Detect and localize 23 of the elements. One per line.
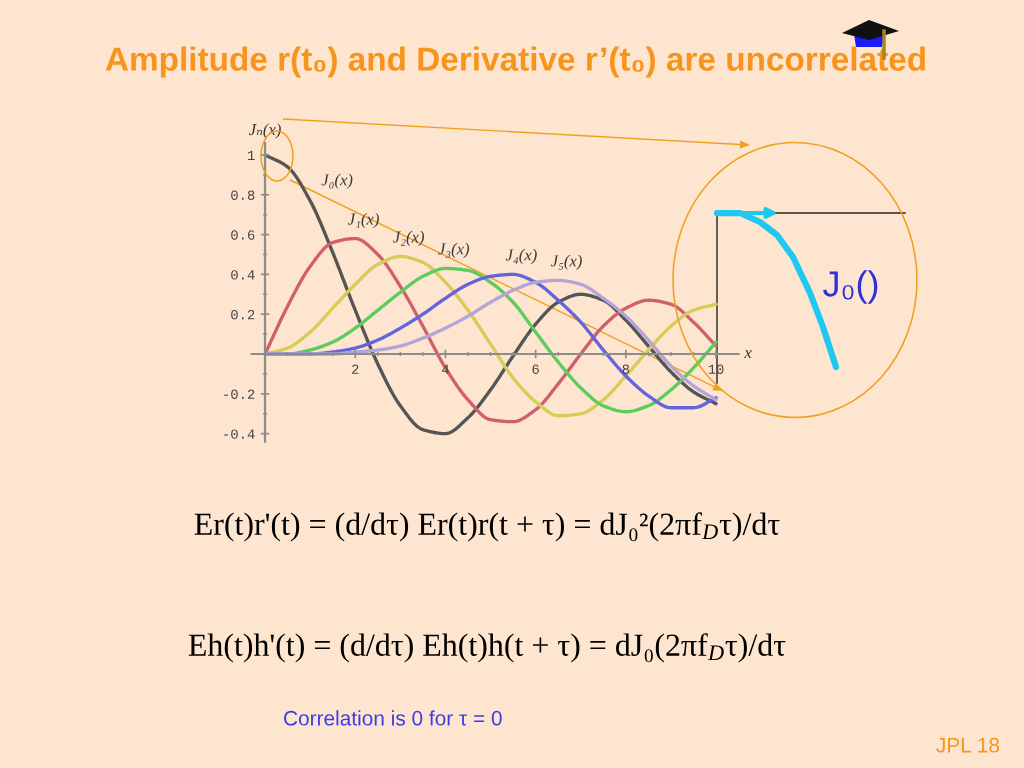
y-tick-label: -0.2: [224, 389, 255, 399]
y-tick-label: 0.8: [231, 190, 255, 200]
text: J₀(): [823, 270, 878, 304]
text: Eh(t)h'(t) = (d/dτ) Eh(t)h(t + τ) = dJ₀(2πf$_{D}$τ)/dτ: [188, 633, 786, 663]
y-tick-label: 1: [247, 150, 255, 160]
text: Er(t)r'(t) = (d/dτ) Er(t)r(t + τ) = dJ₀²(2πf$_{D}$τ)/dτ: [194, 512, 780, 542]
x-tick-label: 2: [352, 364, 359, 374]
series-label: J₃(x): [438, 242, 470, 258]
chart-title: Amplitude r(t₀) and Derivative r’(t₀) are uncorrelated: [105, 46, 925, 78]
series-label: J₅(x): [550, 254, 582, 270]
y-tick-label: -0.4: [224, 429, 255, 439]
x-tick-label: 6: [532, 364, 539, 374]
y-tick-label: 0.4: [231, 270, 255, 280]
x-axis-title: x: [744, 350, 752, 359]
x-tick-label: 8: [622, 364, 630, 374]
y-axis-title: Jₙ(x): [248, 123, 281, 139]
text: Correlation is 0 for τ = 0: [284, 710, 502, 726]
series-label: J₄(x): [505, 248, 537, 264]
series-label: J₀(x): [321, 173, 353, 189]
series-label: J₁(x): [347, 212, 379, 229]
y-tick-label: 0.6: [231, 230, 255, 240]
y-tick-label: 0.2: [231, 309, 255, 320]
text: JPL 18: [936, 737, 1000, 753]
